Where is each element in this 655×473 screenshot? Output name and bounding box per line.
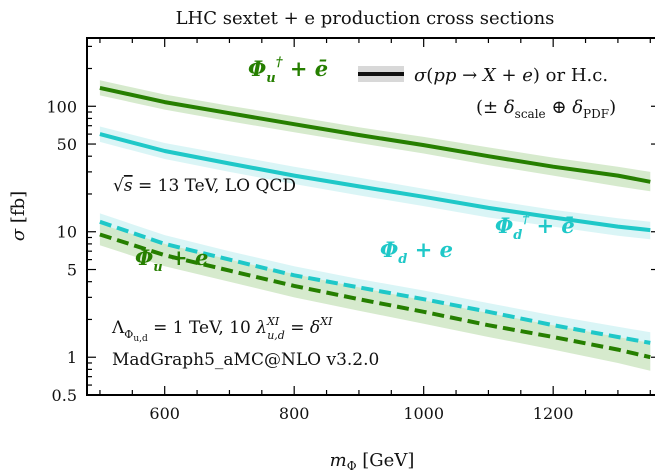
- axis-ticks: 600 800 1000 1200 0.5 1 5 10 50 100: [46, 38, 655, 423]
- x-tick-label: 1200: [533, 404, 574, 423]
- band-series-3: [99, 224, 651, 371]
- y-axis-label: σ [fb]: [8, 191, 29, 241]
- series-label-phi-d: Φd + e: [380, 237, 453, 267]
- y-tick-label: 100: [46, 97, 77, 116]
- chart-title: LHC sextet + e production cross sections: [176, 8, 555, 29]
- legend-line-label: σ(pp → X + e) or H.c.: [414, 65, 608, 86]
- line-series-1: [99, 132, 651, 233]
- x-tick-label: 600: [149, 404, 180, 423]
- series-label-phi-d-dagger: Φd† + ē: [495, 212, 575, 243]
- lambda-annotation: ΛΦu,d = 1 TeV, 10 λXI u,d = δXI: [111, 315, 333, 344]
- legend: σ(pp → X + e) or H.c. (± δscale ⊕ δPDF): [358, 65, 616, 121]
- series-lines: [99, 85, 651, 360]
- y-tick-label: 5: [67, 261, 77, 280]
- line-series-2: [99, 219, 651, 345]
- y-tick-label: 0.5: [52, 386, 77, 405]
- x-axis-label: mΦ [GeV]: [330, 450, 415, 473]
- series-label-phi-u-dagger: Φu† + ē: [248, 55, 328, 86]
- y-tick-label: 1: [67, 348, 77, 367]
- y-tick-label: 10: [57, 223, 77, 242]
- plot-frame: [86, 37, 655, 396]
- x-tick-label: 1000: [403, 404, 444, 423]
- energy-annotation: √s = 13 TeV, LO QCD: [113, 176, 296, 196]
- y-tick-label: 50: [57, 135, 77, 154]
- x-tick-label: 800: [279, 404, 310, 423]
- generator-annotation: MadGraph5_aMC@NLO v3.2.0: [112, 350, 379, 370]
- line-series-0: [99, 85, 651, 184]
- line-series-3: [99, 232, 651, 360]
- legend-band-label: (± δscale ⊕ δPDF): [476, 97, 616, 121]
